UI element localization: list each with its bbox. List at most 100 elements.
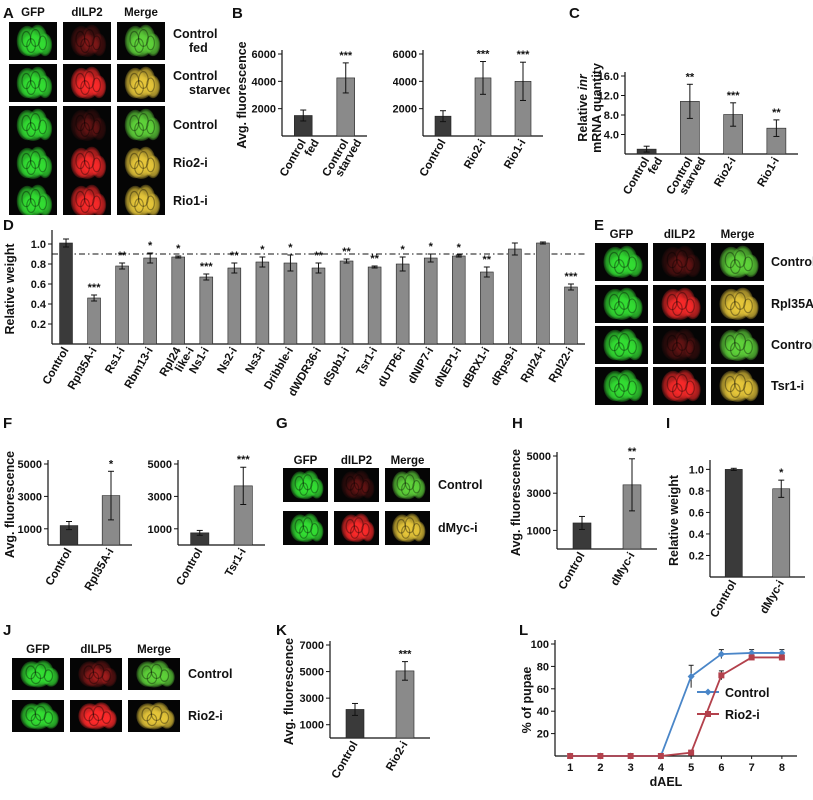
y-tick-label: 1000 xyxy=(527,525,551,537)
image-e-row1-red-cell-outline xyxy=(685,256,695,272)
image-e-row4-green-blob xyxy=(626,378,643,402)
image-a-row3-green-cell-outline xyxy=(21,114,32,132)
y-tick-label: 8.0 xyxy=(604,110,619,122)
y-tick-label: 0.2 xyxy=(689,550,704,562)
category-label: Control xyxy=(278,138,309,179)
x-tick-label: 4 xyxy=(658,762,665,774)
image-j-row1-green-cell-outline xyxy=(43,669,54,682)
image-a-row5-green-cell-outline xyxy=(26,198,37,214)
image-j-row1-red-cell-outline xyxy=(92,663,105,680)
significance-label: *** xyxy=(237,454,251,466)
image-e-row4-merge xyxy=(711,367,764,405)
image-a-row1-green-cell-outline xyxy=(30,28,41,47)
y-axis-label-line2: mRNA quantity xyxy=(590,63,604,153)
data-point xyxy=(597,753,604,759)
data-point xyxy=(687,672,695,680)
image-g-row2-green-blob xyxy=(310,521,324,542)
image-row-label: Rio1-i xyxy=(173,194,208,208)
image-e-row2-merge xyxy=(711,285,764,323)
image-e-row1-merge-blob xyxy=(742,254,759,278)
y-tick-label: 4.0 xyxy=(604,130,619,142)
image-e-row1-merge-cell-outline xyxy=(743,256,753,272)
image-a-row2-merge-cell-outline xyxy=(134,80,144,96)
legend-marker xyxy=(704,688,712,696)
image-e-row4-merge-cell-outline xyxy=(743,380,753,396)
y-tick-label: 5000 xyxy=(18,459,42,471)
image-j-row1-red-cell-outline xyxy=(83,665,95,680)
image-e-row3-merge-cell-outline xyxy=(724,334,736,352)
data-point xyxy=(778,654,785,661)
image-a-row2-green-cell-outline xyxy=(30,70,41,89)
image-e-row4-green-cell-outline xyxy=(608,375,620,393)
image-g-row2-green xyxy=(283,511,328,545)
image-a-row3-red-cell-outline xyxy=(92,119,102,135)
image-e-row2-green-cell-outline xyxy=(618,291,631,310)
y-tick-label: 2000 xyxy=(252,104,276,116)
image-a-row4-merge-blob xyxy=(145,155,161,179)
image-j-row2-red-blob xyxy=(101,709,117,729)
image-j-row2-merge-blob xyxy=(159,709,175,729)
image-a-row3-merge xyxy=(117,106,165,144)
image-e-row3-merge-cell-outline xyxy=(743,339,753,355)
panel-letter-i: I xyxy=(666,415,670,432)
image-e-row2-merge-cell-outline xyxy=(743,298,753,314)
y-tick-label: 0.8 xyxy=(31,259,46,271)
image-a-row3-merge-cell-outline xyxy=(137,112,149,131)
category-label: Rio2-i xyxy=(462,138,488,172)
image-a-row3-red xyxy=(63,106,111,144)
category-label: Rpl24-i xyxy=(519,346,549,385)
chart-k: Avg. fluorescence 1000 3000 5000 7000 Control… xyxy=(282,638,430,781)
image-e-row2-merge-cell-outline xyxy=(730,301,741,317)
image-row-label: dMyc-i xyxy=(438,521,478,535)
image-a-row1-red-cell-outline xyxy=(80,38,91,54)
image-e-row3-red-cell-outline xyxy=(672,342,683,358)
y-tick-label: 3000 xyxy=(527,488,551,500)
category-label: fed xyxy=(303,138,322,159)
x-tick-label: 5 xyxy=(688,762,694,774)
image-e-row4-red-cell-outline xyxy=(666,375,678,393)
image-j-row2-green-cell-outline xyxy=(25,707,36,722)
image-row-label: starved xyxy=(189,83,230,97)
bar xyxy=(452,255,466,345)
image-a-row3-green-cell-outline xyxy=(38,119,48,135)
y-tick-label: 6000 xyxy=(393,49,417,61)
image-a-row2-green-cell-outline xyxy=(21,72,32,90)
image-a-row5-merge-cell-outline xyxy=(134,198,144,214)
image-a-row3-green-cell-outline xyxy=(26,122,37,138)
image-a-row2-green-cell-outline xyxy=(26,80,37,96)
image-g-row2-merge-cell-outline xyxy=(401,525,411,539)
image-e-row4-red-blob xyxy=(684,378,701,402)
image-j-row2-merge-cell-outline xyxy=(146,713,158,727)
significance-label: * xyxy=(429,241,434,253)
image-j-row2-red-cell-outline xyxy=(88,713,100,727)
image-a-row1-merge-cell-outline xyxy=(129,30,140,48)
image-g-row1-green-cell-outline xyxy=(294,475,304,491)
image-e-row1-green-blob xyxy=(626,254,643,278)
image-g-row1-green-cell-outline xyxy=(299,482,309,496)
y-tick-label: 16.0 xyxy=(598,71,619,83)
image-g-row2-green-cell-outline xyxy=(299,525,309,539)
image-g-row2-red xyxy=(334,511,379,545)
image-e-row3-merge-blob xyxy=(742,337,759,361)
image-e-row4-red xyxy=(653,367,706,405)
y-axis-label: Relative weight xyxy=(3,243,17,335)
image-a-row1-merge xyxy=(117,22,165,60)
data-point xyxy=(627,753,634,759)
category-label: Ns2-i xyxy=(215,346,239,376)
x-tick-label: 8 xyxy=(779,762,785,774)
image-g-row1-green-blob xyxy=(310,478,324,499)
image-a-row4-merge-cell-outline xyxy=(146,157,156,173)
legend-label-control: Control xyxy=(725,686,769,700)
significance-label: ** xyxy=(314,250,323,262)
y-tick-label: 0.2 xyxy=(31,319,46,331)
image-a-row1-red xyxy=(63,22,111,60)
image-j-row1-merge-cell-outline xyxy=(159,669,170,682)
image-e-row4-green xyxy=(595,367,648,405)
image-g-row2-red-cell-outline xyxy=(350,525,360,539)
category-label: Rio1-i xyxy=(756,156,782,190)
y-tick-label: 5000 xyxy=(300,667,324,679)
y-tick-label: 4000 xyxy=(393,76,417,88)
image-g-row1-red-blob xyxy=(361,478,375,499)
image-e-row3-merge xyxy=(711,326,764,364)
image-j-row2-merge-cell-outline xyxy=(150,705,163,722)
